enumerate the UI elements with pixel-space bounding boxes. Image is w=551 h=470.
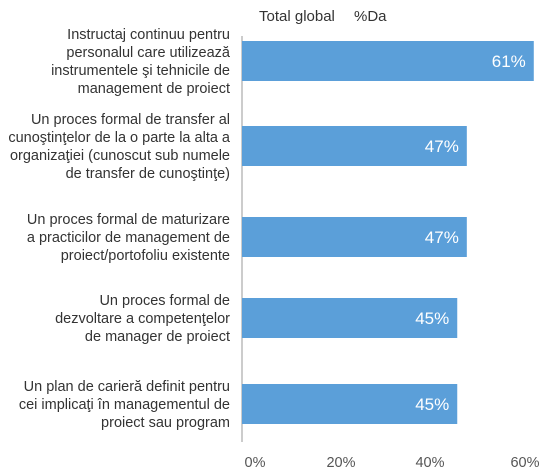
category-label: Un plan de carieră definit pentru cei imp… (19, 379, 230, 431)
category-label-line: cei implicaţi în managementul de (19, 397, 230, 413)
category-label-line: Un plan de carieră definit pentru (24, 379, 230, 395)
bar-value-label: 47% (425, 137, 459, 156)
bar (242, 298, 458, 338)
x-tick-label: 40% (415, 455, 444, 470)
category-label-line: de transfer de cunoştinţe) (66, 166, 230, 182)
bar-value-label: 61% (492, 52, 526, 71)
category-label-line: Instructaj continuu pentru (67, 27, 230, 43)
category-label-line: proiect sau program (101, 415, 230, 431)
category-label-line: de manager de proiect (85, 329, 230, 345)
category-label-line: proiect/portofoliu existente (61, 248, 230, 264)
header-value-title: %Da (354, 8, 387, 25)
category-label-line: dezvoltare a competenţelor (55, 311, 230, 327)
category-label: Un proces formal de dezvoltare a competen… (55, 293, 230, 345)
category-label-line: Un proces formal de (99, 293, 230, 309)
category-label: Instructaj continuu pentru personalul car… (51, 27, 231, 97)
x-tick-label: 20% (326, 455, 355, 470)
bar-value-label: 45% (415, 309, 449, 328)
bar-value-label: 47% (425, 228, 459, 247)
bar (242, 217, 467, 257)
data-labels-group: 61% 47% 47% 45% 45% (415, 52, 526, 414)
category-label-line: Un proces formal de maturizare (27, 212, 230, 228)
x-tick-label: 60% (510, 455, 539, 470)
category-label-line: organizaţiei (cunoscut sub numele (10, 148, 230, 164)
bars-group (242, 41, 534, 424)
category-labels-group: Instructaj continuu pentru personalul car… (8, 27, 231, 431)
bar-value-label: 45% (415, 395, 449, 414)
bar (242, 384, 458, 424)
header-series-title: Total global (259, 8, 335, 25)
bar (242, 41, 534, 81)
category-label-line: personalul care utilizează (66, 45, 231, 61)
x-axis-ticks-group: 0% 20% 40% 60% (245, 455, 540, 470)
x-tick-label: 0% (245, 455, 266, 470)
category-label-line: a practicilor de management de (27, 230, 230, 246)
category-label: Un proces formal de transfer al cunoştinţ… (8, 112, 231, 182)
bar (242, 126, 467, 166)
category-label-line: Un proces formal de transfer al (31, 112, 230, 128)
category-label: Un proces formal de maturizare a practici… (27, 212, 230, 264)
category-label-line: instrumentele şi tehnicile de (51, 63, 230, 79)
category-label-line: management de proiect (78, 81, 230, 97)
category-label-line: cunoştinţelor de la o parte la alta a (8, 130, 231, 146)
